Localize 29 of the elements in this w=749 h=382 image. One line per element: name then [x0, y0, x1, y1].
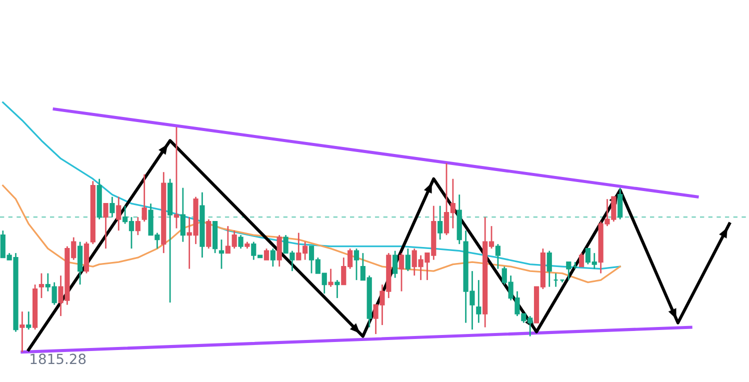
candlestick: [270, 248, 276, 268]
candlestick: [398, 252, 404, 292]
candlestick: [218, 238, 224, 270]
candlestick: [238, 234, 244, 250]
candlestick: [103, 202, 108, 250]
candlestick: [578, 252, 584, 268]
candlestick: [38, 272, 44, 299]
annotation: 1815.28: [30, 354, 86, 364]
candlestick: [495, 243, 500, 270]
candlestick: [438, 205, 443, 240]
candlestick: [405, 248, 410, 272]
candlestick: [116, 196, 122, 232]
candlestick: [566, 261, 572, 281]
candlestick: [328, 268, 334, 288]
candlestick: [135, 216, 140, 236]
candlestick: [354, 248, 360, 281]
candlestick: [180, 187, 186, 243]
candlestick: [26, 310, 32, 330]
candlestick: [110, 196, 115, 218]
candlestick: [334, 279, 340, 299]
candlestick: [174, 126, 180, 230]
candlestick: [546, 250, 552, 288]
candlestick: [264, 248, 270, 261]
candlestick: [476, 279, 482, 324]
candlestick: [276, 234, 282, 268]
candlestick: [618, 187, 623, 220]
candlestick: [142, 174, 147, 222]
candlestick: [20, 310, 25, 353]
candlestick: [392, 250, 398, 279]
